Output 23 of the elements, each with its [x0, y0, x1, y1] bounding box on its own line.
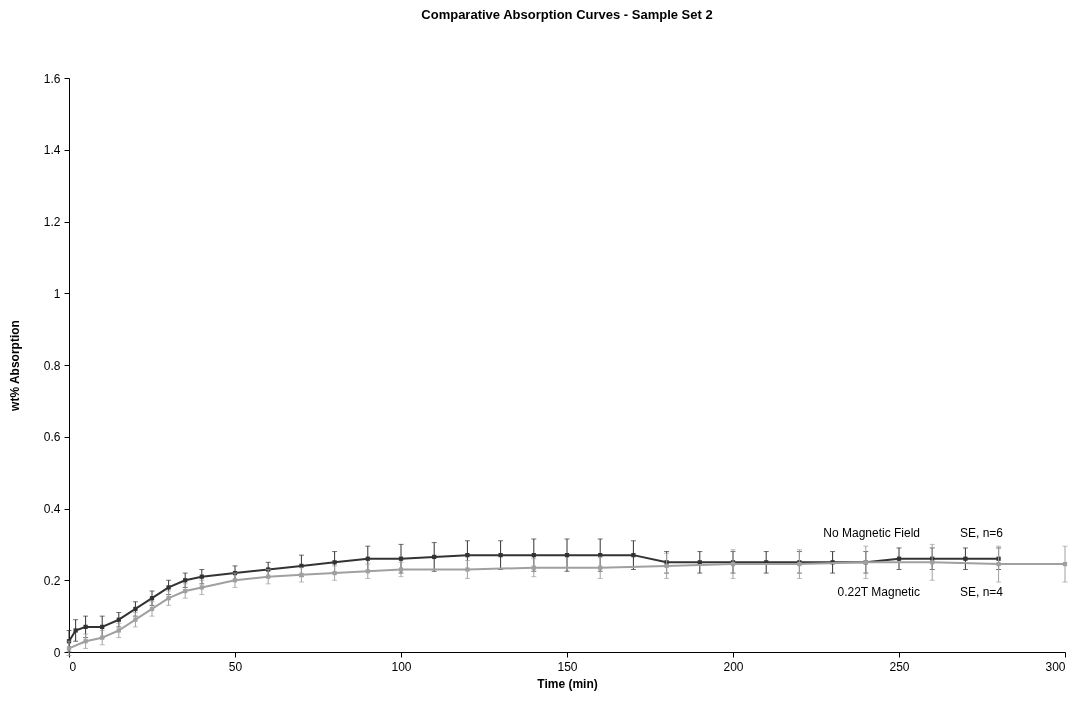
y-tick-label: 0.6 [43, 430, 61, 445]
x-tick-label: 0 [69, 659, 77, 674]
annotation: SE, n=4 [959, 585, 1004, 600]
x-tick-label: 100 [391, 659, 412, 674]
y-tick-label: 0.8 [43, 358, 61, 373]
y-tick-label: 0 [53, 645, 61, 660]
series-label: 0.22T Magnetic [837, 585, 920, 600]
y-tick-label: 0.2 [43, 573, 61, 588]
x-tick-label: 200 [723, 659, 744, 674]
x-tick-label: 250 [889, 659, 910, 674]
annotation: SE, n=6 [959, 525, 1004, 540]
x-tick-label: 150 [557, 659, 578, 674]
y-tick-label: 1.4 [43, 143, 61, 158]
x-tick-label: 300 [1045, 659, 1066, 674]
series-label: No Magnetic Field [823, 525, 920, 540]
y-tick-label: 1 [53, 286, 61, 301]
y-tick-label: 1.6 [43, 71, 61, 86]
x-axis-title: Time (min) [537, 676, 598, 691]
y-axis-title: wt% Absorption [7, 320, 22, 412]
y-tick-label: 0.4 [43, 502, 61, 516]
x-tick-label: 50 [228, 659, 243, 674]
chart-title: Comparative Absorption Curves - Sample Set 2 [421, 7, 713, 22]
y-tick-label: 1.2 [43, 215, 61, 229]
